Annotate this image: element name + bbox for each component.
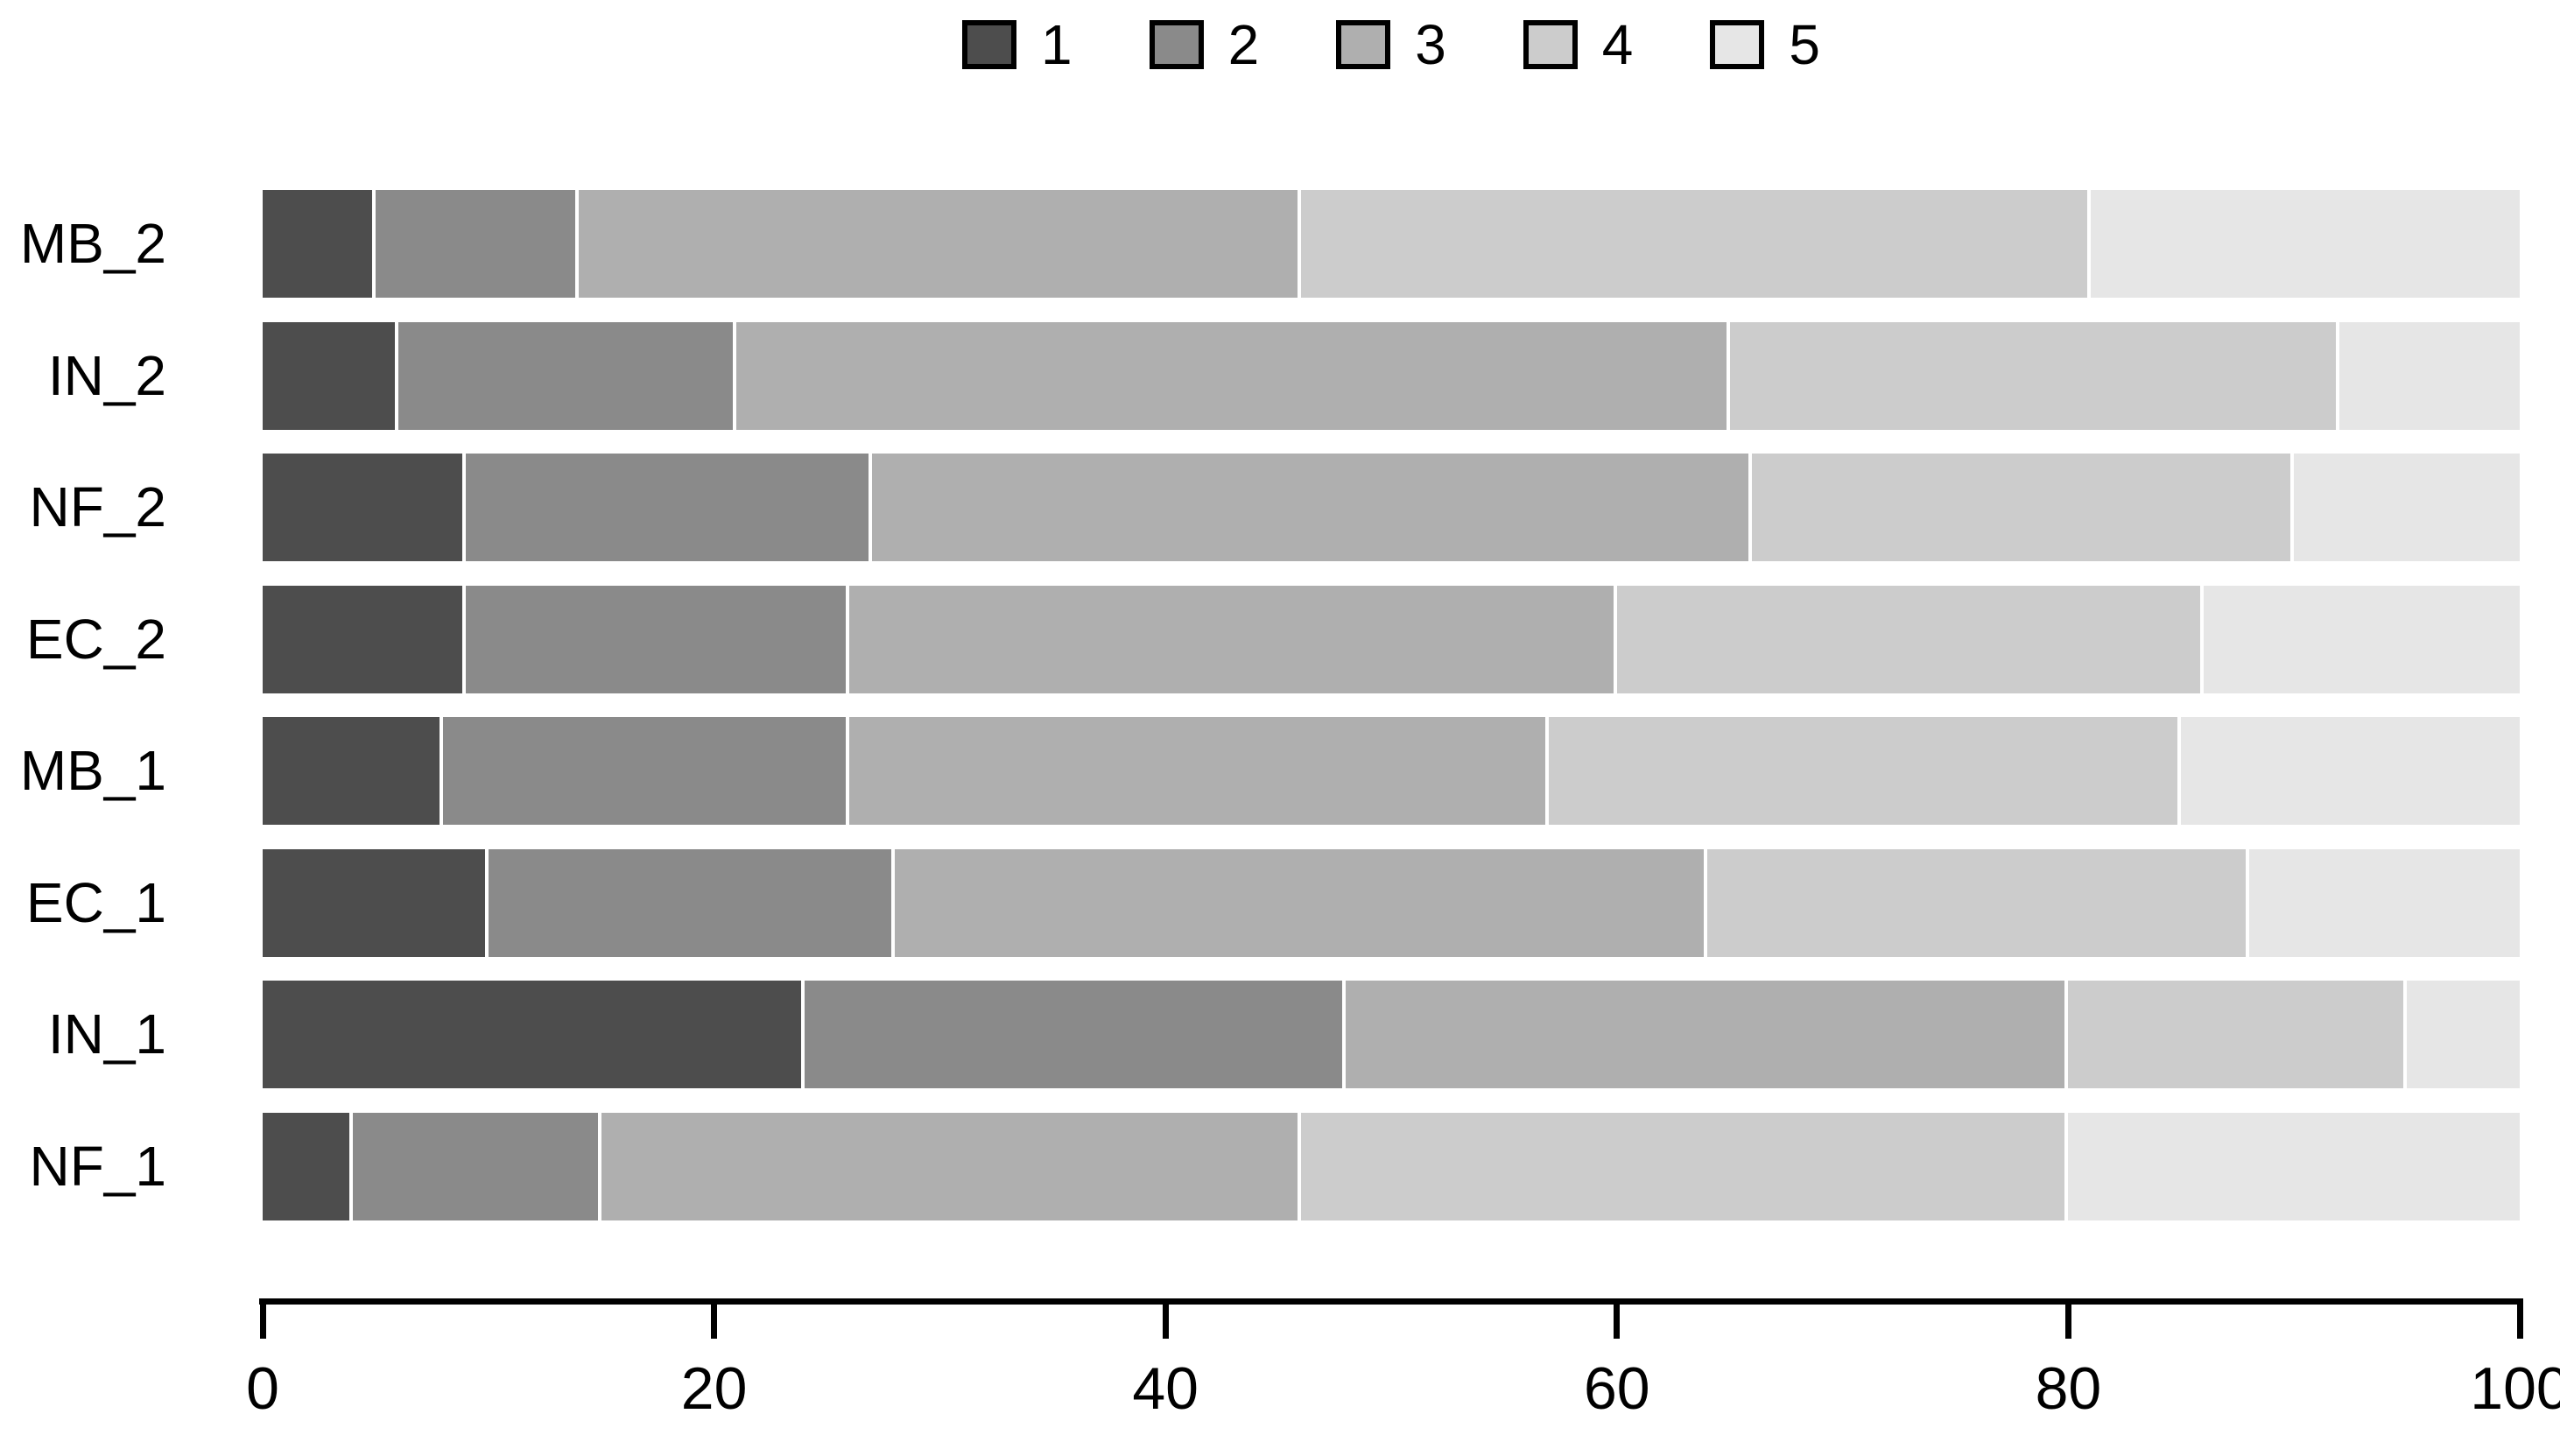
category-label: IN_1: [47, 1002, 166, 1066]
bar-segment-IN_2-level-3: [736, 321, 1730, 430]
bar-segment-IN_1-level-1: [263, 981, 805, 1088]
bar-segment-MB_1-level-2: [443, 717, 850, 825]
legend-item-1: 1: [962, 17, 1073, 73]
stacked-bar: [263, 717, 2520, 825]
bar-segment-IN_2-level-1: [263, 321, 398, 430]
bar-segment-MB_2-level-2: [375, 190, 579, 298]
bar-segment-NF_1-level-5: [2068, 1112, 2520, 1220]
x-axis-tick: [711, 1298, 718, 1339]
bar-row-EC_2: EC_2: [0, 585, 2560, 693]
stacked-bar: [263, 981, 2520, 1088]
stacked-bar: [263, 454, 2520, 561]
stacked-bar: [263, 585, 2520, 693]
legend-swatch-icon: [1336, 20, 1391, 69]
bar-segment-EC_2-level-3: [849, 585, 1617, 693]
category-label: NF_1: [29, 1134, 167, 1198]
bar-segment-IN_2-level-4: [1729, 321, 2339, 430]
bar-segment-IN_1-level-4: [2068, 981, 2408, 1088]
bar-segment-NF_1-level-1: [263, 1112, 354, 1220]
bar-segment-NF_1-level-4: [1300, 1112, 2069, 1220]
bar-row-EC_1: EC_1: [0, 848, 2560, 957]
bar-row-MB_1: MB_1: [0, 717, 2560, 825]
bar-segment-IN_2-level-2: [397, 321, 737, 430]
x-axis-tick: [2064, 1298, 2071, 1339]
bar-segment-EC_2-level-4: [1616, 585, 2205, 693]
bar-segment-MB_1-level-5: [2181, 717, 2520, 825]
category-label: EC_1: [25, 870, 166, 934]
bar-segment-MB_1-level-1: [263, 717, 444, 825]
bar-segment-EC_1-level-4: [1706, 848, 2249, 957]
bar-segment-NF_2-level-5: [2294, 454, 2520, 561]
bar-segment-IN_2-level-5: [2338, 321, 2520, 430]
x-axis-tick-label: 100: [2470, 1355, 2560, 1422]
x-axis-tick: [1162, 1298, 1169, 1339]
x-axis-tick: [2516, 1298, 2523, 1339]
bar-segment-EC_2-level-1: [263, 585, 467, 693]
legend-swatch-icon: [1523, 20, 1578, 69]
bar-segment-IN_1-level-5: [2407, 981, 2520, 1088]
legend-label: 5: [1789, 13, 1820, 76]
x-axis-line: [259, 1298, 2523, 1305]
x-axis-tick: [1614, 1298, 1621, 1339]
stacked-bar: [263, 321, 2520, 430]
category-label: EC_2: [25, 607, 166, 671]
bar-segment-NF_2-level-2: [466, 454, 873, 561]
bar-row-NF_1: NF_1: [0, 1112, 2560, 1220]
category-label: MB_2: [19, 212, 166, 275]
stacked-bar: [263, 190, 2520, 298]
stacked-bar: [263, 848, 2520, 957]
category-label: NF_2: [29, 475, 167, 538]
x-axis-tick-label: 40: [1132, 1355, 1199, 1422]
bar-segment-NF_2-level-3: [872, 454, 1753, 561]
bar-segment-IN_1-level-2: [804, 981, 1347, 1088]
legend-item-5: 5: [1710, 17, 1820, 73]
bar-segment-EC_1-level-1: [263, 848, 489, 957]
bar-segment-EC_2-level-2: [466, 585, 850, 693]
legend-swatch-icon: [1710, 20, 1765, 69]
bar-row-IN_1: IN_1: [0, 981, 2560, 1088]
bar-segment-NF_1-level-2: [353, 1112, 601, 1220]
x-axis-tick-label: 0: [246, 1355, 279, 1422]
legend-label: 3: [1415, 13, 1446, 76]
bar-segment-MB_2-level-1: [263, 190, 376, 298]
x-axis-tick: [259, 1298, 266, 1339]
bar-segment-MB_1-level-4: [1549, 717, 2182, 825]
bar-segment-MB_2-level-4: [1300, 190, 2092, 298]
legend-label: 4: [1601, 13, 1634, 76]
x-axis-tick-label: 80: [2035, 1355, 2102, 1422]
category-label: MB_1: [19, 739, 166, 802]
x-axis-tick-label: 20: [680, 1355, 748, 1422]
category-label: IN_2: [47, 343, 166, 407]
bar-segment-NF_1-level-3: [601, 1112, 1301, 1220]
x-axis-tick-label: 60: [1583, 1355, 1650, 1422]
legend-swatch-icon: [1149, 20, 1204, 69]
legend-swatch-icon: [962, 20, 1017, 69]
legend-item-2: 2: [1149, 13, 1260, 76]
bar-row-NF_2: NF_2: [0, 454, 2560, 561]
chart-legend: 1 2 3 4 5: [263, 14, 2520, 75]
bar-segment-NF_2-level-1: [263, 454, 467, 561]
bar-segment-EC_1-level-2: [488, 848, 895, 957]
legend-item-4: 4: [1523, 13, 1634, 76]
bar-segment-NF_2-level-4: [1752, 454, 2295, 561]
bar-segment-MB_2-level-3: [578, 190, 1301, 298]
bar-segment-IN_1-level-3: [1346, 981, 2069, 1088]
stacked-bar: [263, 1112, 2520, 1220]
bar-segment-EC_1-level-5: [2248, 848, 2520, 957]
legend-label: 2: [1227, 13, 1260, 76]
bar-segment-MB_1-level-3: [849, 717, 1550, 825]
bar-segment-EC_1-level-3: [894, 848, 1707, 957]
bar-row-MB_2: MB_2: [0, 190, 2560, 298]
legend-label: 1: [1041, 13, 1073, 76]
bar-segment-EC_2-level-5: [2204, 585, 2520, 693]
bar-segment-MB_2-level-5: [2091, 190, 2520, 298]
legend-item-3: 3: [1336, 17, 1446, 73]
bar-row-IN_2: IN_2: [0, 321, 2560, 430]
